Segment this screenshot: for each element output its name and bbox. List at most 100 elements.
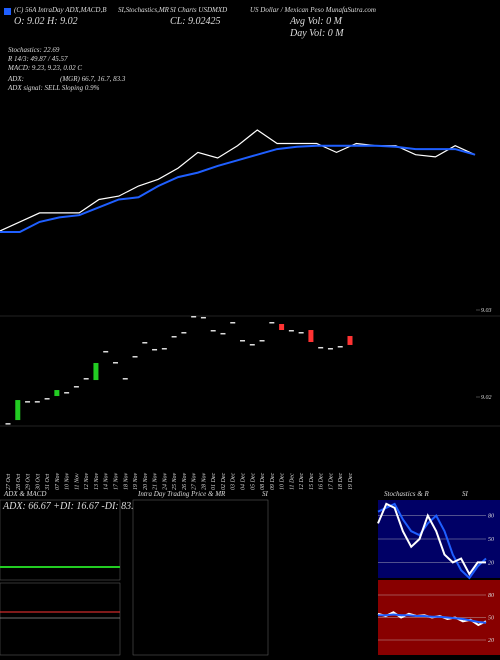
candle-body <box>200 316 206 319</box>
candle-body <box>210 330 216 332</box>
candle-body <box>249 344 255 346</box>
candle-body <box>288 330 294 332</box>
candle-body <box>318 346 324 349</box>
candle-body <box>171 336 177 338</box>
info-text: R 14/3: 49.87 / 45.57 <box>7 55 68 63</box>
candle-body <box>152 348 158 351</box>
y-tick-label: 20 <box>488 638 494 644</box>
header-text: Avg Vol: 0 M <box>289 16 343 27</box>
header-text: Day Vol: 0 M <box>289 28 344 39</box>
x-tick-label: 05 Dec <box>250 473 256 490</box>
series-line <box>377 502 486 577</box>
panel-title: Intra Day Trading Price & MR <box>137 490 226 498</box>
panel-title: Stochastics & R <box>384 490 429 498</box>
panel-title: SI <box>262 490 269 498</box>
x-tick-label: 18 Dec <box>338 473 344 490</box>
x-tick-label: 29 Oct <box>26 474 32 490</box>
x-tick-label: 21 Nov <box>153 472 159 490</box>
x-tick-label: 16 Dec <box>319 473 325 490</box>
candle-body <box>142 342 148 344</box>
x-tick-label: 04 Dec <box>240 473 247 490</box>
x-tick-label: 10 Nov <box>65 472 71 490</box>
header-text: (C) 56A IntraDay ADX,MACD,B <box>14 6 107 14</box>
x-tick-label: 17 Dec <box>328 473 334 490</box>
candle-body <box>73 386 79 388</box>
x-tick-label: 28 Oct <box>16 474 22 490</box>
header-text: O: 9.02 H: 9.02 <box>14 16 78 27</box>
y-tick-label: 80 <box>488 593 494 599</box>
adx-text: ADX: 66.67 +DI: 16.67 -DI: 83.33 <box>2 501 144 512</box>
x-tick-label: 10 Dec <box>280 473 286 490</box>
x-tick-label: 19 Nov <box>133 472 139 490</box>
x-tick-label: 27 Oct <box>6 474 12 490</box>
intraday-panel <box>132 499 269 656</box>
header-text: US Dollar / Mexican Peso MunafaSutra.com <box>250 6 376 14</box>
x-tick-label: 30 Oct <box>35 474 41 491</box>
y-tick-label: 9.02 <box>481 395 492 401</box>
info-text: MACD: 9.23, 9.23, 0.02 C <box>7 64 82 72</box>
y-tick-label: 50 <box>488 537 494 543</box>
y-tick-label: 50 <box>488 616 494 622</box>
candle-body <box>279 324 285 331</box>
x-tick-label: 12 Nov <box>84 472 90 490</box>
candle-body <box>161 348 167 350</box>
y-tick-label: 20 <box>488 560 494 566</box>
candle-body <box>44 398 50 400</box>
candle-body <box>298 332 304 334</box>
candle-body <box>240 340 246 342</box>
x-tick-label: 09 Dec <box>270 473 276 490</box>
candle-body <box>93 362 99 381</box>
candle-body <box>181 332 187 334</box>
y-tick-label: 9.03 <box>481 308 492 314</box>
candle-body <box>103 350 109 353</box>
x-tick-label: 20 Nov <box>143 472 149 490</box>
candle-body <box>83 378 89 380</box>
x-tick-label: 12 Dec <box>299 473 305 490</box>
candle-body <box>25 401 31 403</box>
series-line <box>377 502 487 580</box>
x-tick-label: 11 Nov <box>74 473 80 490</box>
series-line <box>0 144 476 233</box>
x-tick-label: 27 Nov <box>192 472 198 490</box>
candle-body <box>122 378 128 380</box>
x-tick-label: 13 Nov <box>94 472 100 490</box>
candle-body <box>5 423 11 425</box>
x-tick-label: 31 Oct <box>45 474 51 491</box>
info-text: Stochastics: 22.69 <box>8 46 60 54</box>
x-tick-label: 28 Nov <box>201 472 207 490</box>
candle-body <box>269 322 275 324</box>
x-tick-label: 07 Nov <box>55 472 61 490</box>
candle-body <box>327 348 333 350</box>
series-line <box>0 129 476 232</box>
candle-body <box>15 400 21 421</box>
x-tick-label: 24 Nov <box>161 472 168 490</box>
x-tick-label: 08 Dec <box>260 473 266 490</box>
candle-body <box>112 362 118 364</box>
x-tick-label: 18 Nov <box>123 472 129 490</box>
macd-panel <box>0 582 121 656</box>
candle-body <box>259 340 265 342</box>
candle-body <box>308 330 314 343</box>
candle-body <box>347 336 353 345</box>
x-tick-label: 19 Dec <box>348 473 354 490</box>
x-tick-label: 25 Nov <box>172 472 178 490</box>
y-tick-label: 80 <box>488 514 494 520</box>
candle-body <box>64 392 70 394</box>
info-text: ADX signal: SELL Sloping 0.9% <box>7 84 100 92</box>
series-line <box>378 613 487 624</box>
header-text: CL: 9.02425 <box>170 16 221 27</box>
candle-body <box>191 316 197 318</box>
panel-title: SI <box>462 490 469 498</box>
candle-body <box>34 401 40 403</box>
candle-body <box>132 356 138 358</box>
candle-body <box>337 346 343 348</box>
candle-body <box>220 332 226 335</box>
x-tick-label: 01 Dec <box>211 473 217 490</box>
x-tick-label: 15 Dec <box>309 473 315 490</box>
x-tick-label: 03 Dec <box>231 473 237 490</box>
x-tick-label: 11 Dec <box>289 473 295 490</box>
legend-swatch <box>4 8 11 15</box>
x-tick-label: 14 Nov <box>103 472 110 490</box>
candle-body <box>230 322 236 324</box>
